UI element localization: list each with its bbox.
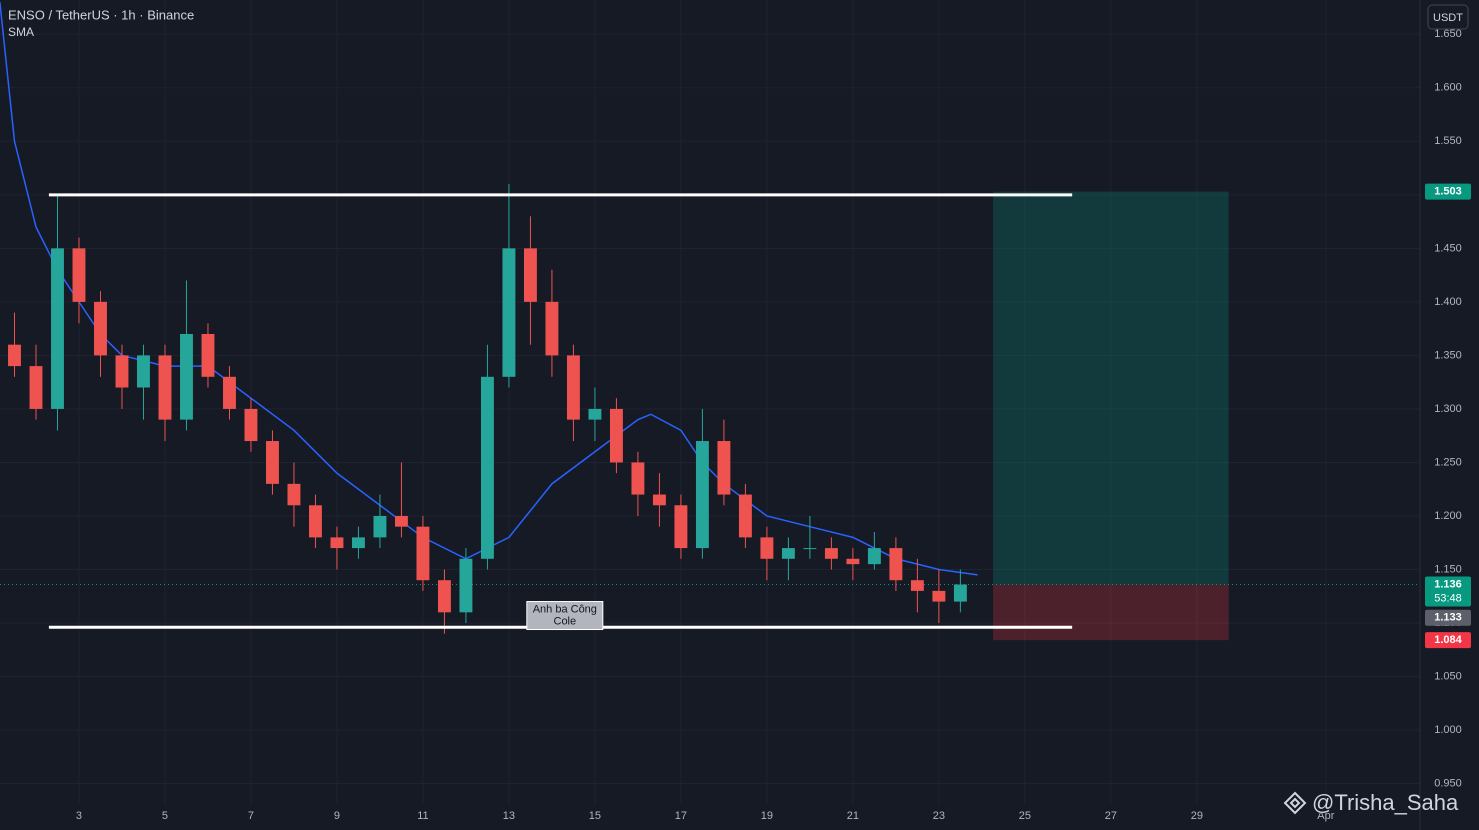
candle-body — [932, 590, 946, 602]
x-tick-label: 9 — [334, 810, 340, 822]
candle-body — [330, 537, 344, 549]
watermark: @Trisha_Saha — [1312, 790, 1459, 815]
candle-body — [416, 526, 430, 581]
candle-body — [309, 505, 322, 538]
candle-body — [29, 366, 43, 409]
x-tick-label: 7 — [248, 810, 254, 822]
countdown: 53:48 — [1434, 592, 1462, 604]
candle-body — [824, 548, 838, 559]
candle-body — [158, 355, 172, 420]
x-tick-label: 3 — [76, 810, 82, 822]
x-tick-label: 15 — [589, 810, 601, 822]
candle-body — [137, 355, 150, 388]
candle-body — [953, 584, 967, 602]
candle-body — [459, 558, 473, 613]
price-tag — [1425, 609, 1471, 626]
loss-zone — [993, 584, 1229, 641]
currency[interactable]: USDT — [1433, 12, 1463, 24]
candle-body — [545, 301, 559, 356]
candle-body — [352, 537, 365, 549]
candle-body — [566, 355, 580, 420]
x-tick-label: 29 — [1191, 810, 1203, 822]
candle-body — [910, 580, 924, 591]
y-tick-label: 1.050 — [1434, 670, 1462, 682]
candle-body — [867, 548, 881, 565]
x-tick-label: 17 — [675, 810, 687, 822]
y-tick-label: 1.300 — [1434, 403, 1462, 415]
note-text: Cole — [554, 615, 577, 627]
price-tag-label: 1.133 — [1434, 612, 1462, 624]
candle-body — [609, 408, 623, 463]
candle-body — [631, 462, 645, 495]
candle-body — [201, 333, 215, 377]
y-tick-label: 1.650 — [1434, 28, 1462, 40]
x-tick-label: Apr — [1317, 810, 1334, 822]
candle-body — [781, 548, 795, 559]
x-tick-label: 19 — [761, 810, 773, 822]
candle-body — [287, 483, 301, 506]
watermark-icon — [1283, 791, 1307, 815]
x-tick-label: 13 — [503, 810, 515, 822]
y-tick-label: 1.400 — [1434, 296, 1462, 308]
y-tick-label: 1.200 — [1434, 510, 1462, 522]
price-tag — [1425, 632, 1471, 649]
currency-box[interactable] — [1427, 4, 1469, 30]
candle-body — [846, 558, 860, 565]
x-tick-label: 5 — [162, 810, 168, 822]
candle-body — [373, 515, 387, 538]
candle-body — [695, 441, 709, 549]
candle-body — [51, 248, 64, 409]
note-text: Anh ba Công — [533, 603, 597, 615]
candle-body — [674, 505, 688, 549]
candle-body — [244, 408, 258, 442]
candle-body — [889, 548, 903, 581]
candle-body — [394, 515, 408, 527]
candle-body — [480, 376, 494, 559]
candle-body — [803, 548, 817, 550]
candle-body — [94, 301, 107, 356]
indicator-label: SMA — [8, 25, 34, 39]
candle-body — [523, 248, 537, 302]
y-tick-label: 1.450 — [1434, 242, 1462, 254]
candle-body — [437, 580, 451, 613]
candle-body — [760, 537, 774, 559]
candle-body — [180, 333, 193, 420]
y-tick-label: 1.150 — [1434, 563, 1462, 575]
price-tag — [1425, 576, 1471, 607]
price-tag-label: 1.136 — [1434, 578, 1462, 590]
price-tag — [1425, 183, 1471, 200]
x-tick-label: 27 — [1105, 810, 1117, 822]
candle-body — [115, 355, 129, 388]
x-tick-label: 21 — [847, 810, 859, 822]
candle-body — [652, 494, 666, 506]
profit-zone — [993, 191, 1229, 585]
y-tick-label: 1.550 — [1434, 135, 1462, 147]
candle-body — [266, 441, 279, 484]
y-tick-label: 1.350 — [1434, 349, 1462, 361]
candle-body — [738, 494, 752, 538]
candle-body — [223, 376, 236, 409]
candle-body — [717, 441, 731, 495]
chart-title: ENSO / TetherUS · 1h · Binance — [8, 7, 194, 22]
x-tick-label: 25 — [1019, 810, 1031, 822]
price-tag-label: 1.503 — [1434, 186, 1462, 198]
candle-body — [588, 408, 602, 420]
x-tick-label: 11 — [417, 810, 428, 822]
note-box — [526, 601, 604, 631]
candle-body — [72, 248, 86, 302]
candle-body — [502, 248, 516, 377]
y-tick-label: 1.600 — [1434, 82, 1462, 94]
y-tick-label: 1.000 — [1434, 724, 1462, 736]
candle-body — [8, 344, 21, 367]
y-tick-label: 0.950 — [1434, 777, 1462, 789]
x-tick-label: 23 — [933, 810, 945, 822]
y-tick-label: 1.250 — [1434, 456, 1462, 468]
price-tag-label: 1.084 — [1434, 634, 1462, 646]
